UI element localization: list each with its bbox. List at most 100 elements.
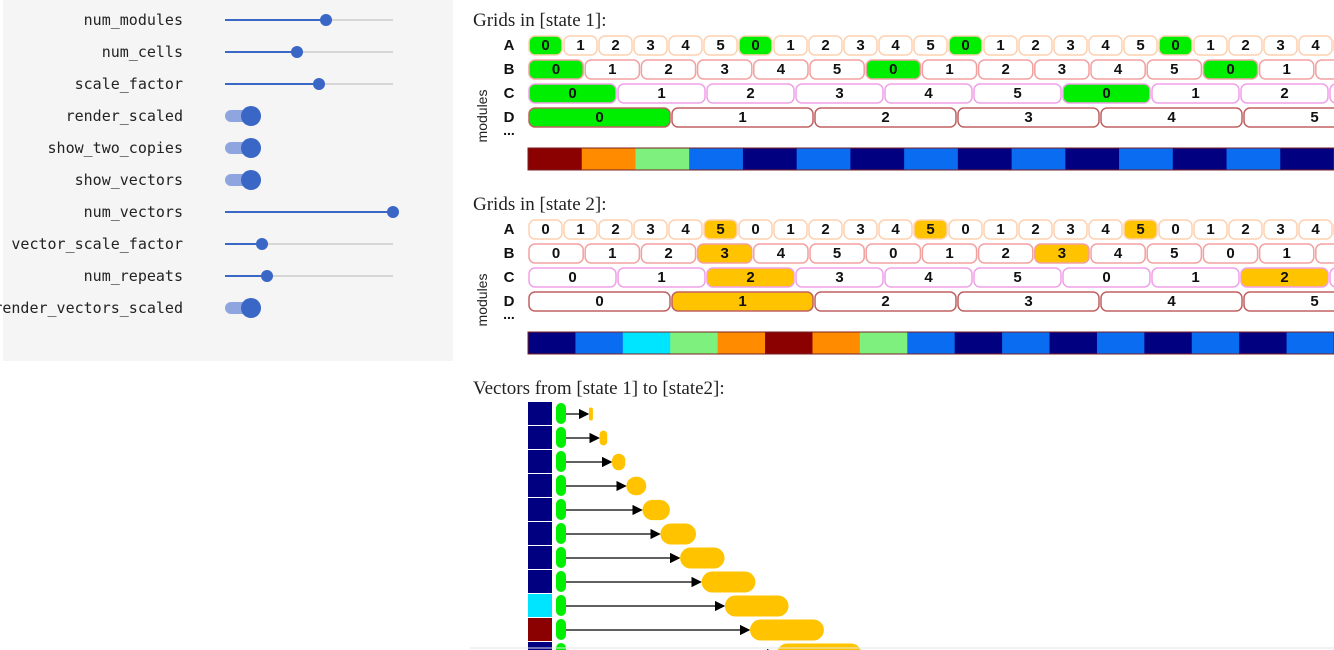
svg-text:4: 4 [681,37,690,54]
strip-segment [1226,148,1281,170]
vector-bar [528,474,552,497]
svg-text:5: 5 [1310,109,1318,126]
grid-cell: 2 [598,219,633,240]
num-vectors-slider[interactable] [225,205,399,219]
svg-text:0: 0 [568,85,576,102]
svg-text:0: 0 [568,269,576,286]
row-label: D [504,293,515,310]
vector-bar [528,618,552,641]
vector-start [556,571,566,592]
svg-text:2: 2 [821,221,829,238]
svg-text:2: 2 [1280,269,1288,286]
strip-segment [796,148,851,170]
grid-cell: 0 [1202,243,1259,264]
vectors-title: Vectors from [state 1] to [state2]: [473,378,725,399]
vector-end [588,407,593,421]
grid-cell: 3 [633,35,668,56]
row-label: C [504,85,515,102]
svg-text:0: 0 [1226,245,1234,262]
grid-cell: 0 [1158,35,1193,56]
strip-segment [765,332,813,354]
num-cells-slider[interactable] [225,45,393,59]
ellipsis: ... [503,306,515,322]
slider-knob[interactable] [313,78,326,90]
grid-cell: 0 [865,243,922,264]
slider-knob[interactable] [319,14,332,26]
vector-bar [528,498,552,521]
svg-text:1: 1 [786,37,794,54]
grid-cell: 1 [773,219,808,240]
grid-cell: 3 [696,243,753,264]
svg-text:5: 5 [833,61,841,78]
vector-start [556,547,566,568]
svg-text:4: 4 [891,221,900,238]
show-two-copies-toggle[interactable] [225,138,263,158]
svg-text:3: 3 [1058,61,1066,78]
vector-scale-factor-slider[interactable] [225,237,393,251]
slider-knob[interactable] [291,46,304,58]
svg-text:3: 3 [1058,245,1066,262]
svg-text:2: 2 [1002,61,1010,78]
grid-cell: 0 [865,59,922,80]
vector-end [701,571,756,593]
grid-cell: 4 [1298,35,1333,56]
svg-text:3: 3 [835,269,843,286]
scale-factor-slider[interactable] [225,77,393,91]
strip-segment [689,148,744,170]
svg-text:2: 2 [611,221,619,238]
render-scaled-toggle[interactable] [225,106,263,126]
strip-segment [1049,332,1098,354]
slider-knob[interactable] [261,270,273,282]
svg-text:2: 2 [664,61,672,78]
svg-text:4: 4 [924,269,933,286]
grid-cell: 5 [703,35,738,56]
grid-cell: 5 [973,83,1062,104]
grid-cell: 3 [1263,35,1298,56]
vectors-plot [470,402,1334,650]
vector-end [599,430,608,446]
row-label: C [504,269,515,286]
strip-segment [904,148,959,170]
svg-text:3: 3 [721,245,729,262]
grid-cell: 3 [957,107,1100,128]
grid-cell [1329,267,1334,288]
toggle-knob[interactable] [241,298,261,318]
grid-cell: 0 [528,59,584,80]
svg-text:1: 1 [996,221,1004,238]
svg-text:4: 4 [924,85,933,102]
strip-segment [1280,148,1334,170]
grid-cell: 4 [668,219,703,240]
grid-cell: 3 [633,219,668,240]
grid-cell: 1 [1193,35,1228,56]
modules-axis-label: modules [474,274,490,327]
grid-cell: 2 [814,291,957,312]
vector-start [556,643,566,650]
grid-cell [1315,243,1334,264]
svg-text:4: 4 [777,245,786,262]
slider-knob[interactable] [387,206,399,218]
svg-text:1: 1 [1206,37,1214,54]
grid-cell: 0 [528,83,617,104]
state1-title: Grids in [state 1]: [473,10,607,31]
svg-text:0: 0 [552,245,560,262]
grid-cell: 5 [809,243,865,264]
grid-cell: 2 [977,59,1034,80]
render-vectors-scaled-toggle[interactable] [225,298,263,318]
slider-knob[interactable] [255,238,268,250]
show-vectors-toggle[interactable] [225,170,263,190]
svg-text:0: 0 [595,109,603,126]
vector-start [556,403,566,424]
toggle-knob[interactable] [241,170,261,190]
svg-text:1: 1 [657,269,665,286]
svg-text:1: 1 [996,37,1004,54]
slider-fill [225,83,320,85]
num-modules-slider[interactable] [225,13,393,27]
toggle-knob[interactable] [241,106,261,126]
num-repeats-slider[interactable] [225,269,393,283]
svg-text:0: 0 [541,37,549,54]
toggle-knob[interactable] [241,138,261,158]
grid-cell: 5 [703,219,738,240]
vector-scale-factor-label: vector_scale_factor [11,235,183,253]
grid-cell: 4 [1088,219,1123,240]
